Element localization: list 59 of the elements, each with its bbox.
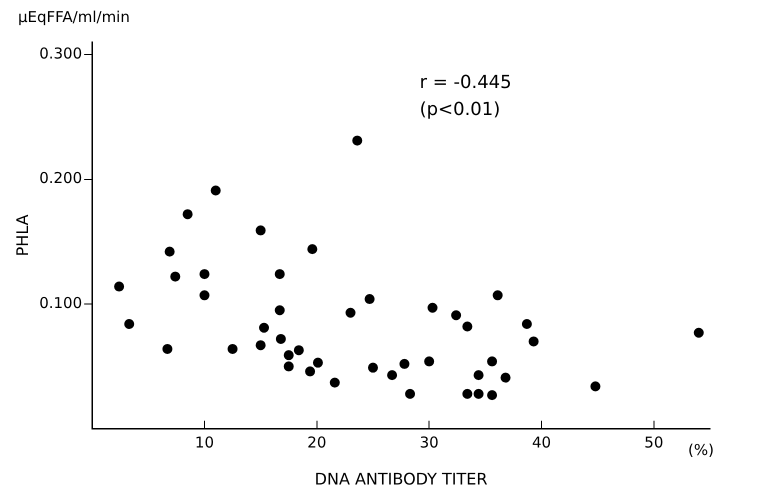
point: [305, 366, 316, 376]
point: [210, 185, 221, 196]
point: [487, 356, 498, 366]
point: [199, 269, 210, 280]
point: [462, 388, 472, 399]
point: [590, 381, 600, 392]
point: [346, 308, 356, 318]
point: [428, 302, 438, 313]
x-tick-label: 50: [644, 434, 664, 452]
point: [199, 290, 210, 300]
point: [500, 372, 511, 383]
y-tick-label: 0.100: [39, 294, 82, 312]
point: [228, 344, 238, 354]
point: [405, 388, 416, 399]
x-tick-label: 40: [532, 434, 552, 452]
x-tick-label: 30: [420, 434, 439, 452]
point: [124, 318, 134, 329]
annotation: (p<0.01): [420, 99, 500, 120]
point: [284, 361, 294, 372]
point: [451, 310, 462, 320]
point: [162, 344, 172, 354]
point: [352, 136, 362, 146]
text: μEqFFA/ml/min: [18, 8, 130, 26]
point: [528, 336, 539, 346]
point: [114, 282, 124, 292]
point: [387, 370, 398, 380]
point: [487, 390, 498, 400]
point: [399, 358, 410, 369]
point: [170, 272, 180, 282]
point: [256, 225, 266, 236]
point: [256, 340, 266, 350]
point: [307, 244, 318, 254]
text: (%): [688, 440, 714, 459]
point: [274, 305, 285, 316]
y-tick-label: 0.200: [39, 169, 82, 188]
point: [474, 370, 484, 380]
point: [274, 269, 285, 280]
point: [294, 345, 304, 356]
point: [330, 378, 340, 388]
x-tick-label: 20: [307, 434, 326, 452]
point: [368, 362, 378, 373]
point: [284, 350, 294, 360]
annotation: r = -0.445: [420, 72, 512, 93]
point: [424, 356, 434, 366]
point: [474, 388, 484, 399]
point: [462, 321, 472, 332]
point: [694, 328, 704, 338]
x-tick-label: 10: [194, 434, 214, 452]
point: [164, 246, 175, 257]
y-tick-label: 0.300: [39, 44, 82, 62]
point: [492, 290, 503, 300]
point: [182, 209, 193, 220]
x-axis-title: DNA ANTIBODY TITER: [314, 470, 488, 489]
y-axis-title: PHLA: [12, 214, 32, 256]
point: [259, 322, 270, 333]
point: [312, 358, 323, 368]
point: [276, 334, 286, 344]
point: [522, 318, 532, 329]
point: [364, 294, 375, 304]
